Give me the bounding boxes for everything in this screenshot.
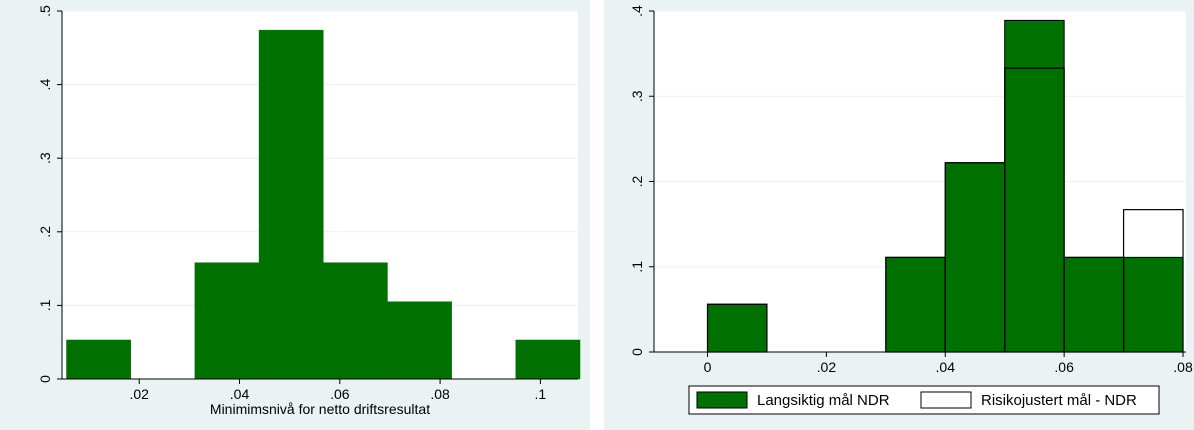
x-axis-title: Minimimsnivå for netto driftsresultat bbox=[210, 401, 430, 417]
y-tick-label: .1 bbox=[37, 299, 53, 311]
x-tick-label: .08 bbox=[1173, 359, 1193, 375]
legend-swatch-outline bbox=[920, 391, 972, 409]
histogram-bar bbox=[515, 339, 581, 380]
x-tick-label: .06 bbox=[330, 386, 350, 402]
left-chart-panel: 0 .1 .2 .3 .4 .5 .02 .04 .06 .08 .1 Minimimsnivå fo… bbox=[0, 0, 590, 430]
x-tick-label: .04 bbox=[230, 386, 250, 402]
histogram-bar bbox=[387, 301, 452, 380]
x-tick-label: .02 bbox=[129, 386, 149, 402]
y-tick-label: .2 bbox=[629, 175, 645, 187]
histogram-bar bbox=[66, 339, 131, 380]
y-tick-label: .3 bbox=[37, 152, 53, 164]
y-tick-label: 0 bbox=[629, 348, 645, 356]
left-histogram: 0 .1 .2 .3 .4 .5 .02 .04 .06 .08 .1 Minimimsnivå fo… bbox=[37, 5, 581, 417]
right-chart-panel: 0 .1 .2 .3 .4 0 .02 .04 .06 .08 Langsiktig mål NDR… bbox=[604, 0, 1194, 430]
y-tick-label: .4 bbox=[37, 79, 53, 91]
y-tick-label: .1 bbox=[629, 261, 645, 273]
legend-label: Langsiktig mål NDR bbox=[757, 392, 890, 409]
histogram-bar bbox=[1004, 19, 1065, 353]
x-tick-label: .08 bbox=[430, 386, 450, 402]
histogram-bar bbox=[1123, 256, 1184, 353]
x-tick-label: .04 bbox=[936, 359, 956, 375]
right-histogram: 0 .1 .2 .3 .4 0 .02 .04 .06 .08 Langsiktig mål NDR… bbox=[629, 5, 1193, 415]
histogram-bar bbox=[944, 162, 1006, 353]
x-tick-label: .1 bbox=[535, 386, 547, 402]
y-tick-label: .4 bbox=[629, 5, 645, 17]
histogram-bar bbox=[194, 262, 260, 380]
histogram-bar bbox=[706, 303, 768, 353]
y-tick-label: .3 bbox=[629, 90, 645, 102]
legend-swatch-filled bbox=[696, 391, 748, 409]
histogram-bar bbox=[323, 262, 388, 380]
histogram-bar bbox=[885, 256, 946, 353]
histogram-bar bbox=[258, 29, 324, 380]
y-tick-label: .5 bbox=[37, 5, 53, 17]
y-tick-label: .2 bbox=[37, 226, 53, 238]
x-tick-label: 0 bbox=[704, 359, 712, 375]
histogram-bar bbox=[1063, 256, 1125, 353]
x-tick-label: .02 bbox=[817, 359, 837, 375]
x-tick-label: .06 bbox=[1054, 359, 1074, 375]
y-tick-label: 0 bbox=[37, 375, 53, 383]
legend-label: Risikojustert mål - NDR bbox=[981, 392, 1137, 409]
